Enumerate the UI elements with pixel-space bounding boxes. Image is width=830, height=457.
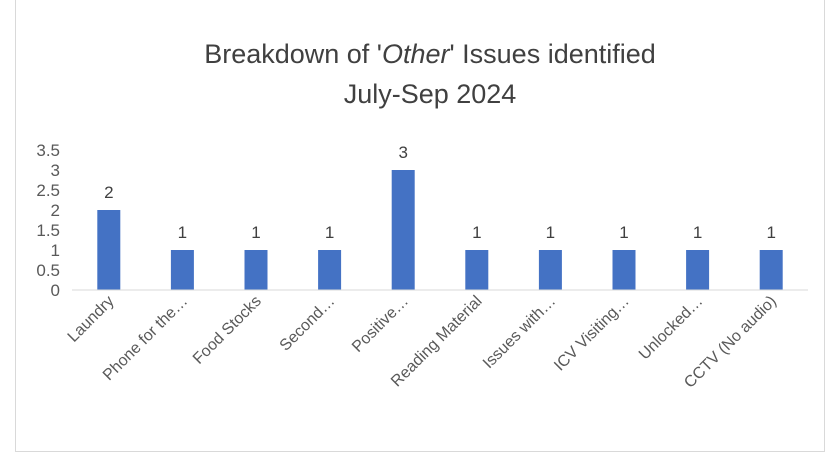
x-category-label: Second… [277, 293, 339, 355]
data-label: 1 [251, 223, 260, 242]
data-label: 1 [619, 223, 628, 242]
data-label: 1 [766, 223, 775, 242]
data-label: 3 [398, 143, 407, 162]
y-tick-label: 1 [51, 241, 60, 260]
chart-title-line1: Breakdown of 'Other' Issues identified [204, 39, 656, 69]
bar [759, 250, 783, 290]
x-category-label: Food Stocks [190, 293, 265, 368]
data-label: 1 [693, 223, 702, 242]
y-tick-label: 0.5 [36, 261, 60, 280]
data-label: 1 [325, 223, 334, 242]
y-tick-label: 3 [51, 161, 60, 180]
y-tick-label: 2 [51, 201, 60, 220]
bar [318, 250, 342, 290]
x-category-label: Positive… [349, 293, 412, 356]
x-category-label: Unlocked… [636, 293, 707, 364]
y-tick-label: 3.5 [36, 141, 60, 160]
data-label: 1 [472, 223, 481, 242]
bar [538, 250, 562, 290]
data-label: 1 [178, 223, 187, 242]
bar [391, 170, 415, 290]
bars-group [97, 170, 783, 290]
data-label: 1 [546, 223, 555, 242]
bar [244, 250, 268, 290]
x-category-label: ICV Visiting… [551, 293, 633, 375]
y-tick-label: 0 [51, 281, 60, 300]
x-category-label: Laundry [65, 293, 118, 346]
bar [686, 250, 710, 290]
y-axis: 00.511.522.533.5 [36, 141, 60, 300]
bar [97, 210, 121, 290]
y-tick-label: 1.5 [36, 221, 60, 240]
x-category-label: Issues with… [480, 293, 559, 372]
data-labels-group: 2 1 1 1 3 1 1 1 1 1 [104, 143, 776, 242]
bar [612, 250, 636, 290]
bar [170, 250, 194, 290]
bar [465, 250, 489, 290]
data-label: 2 [104, 183, 113, 202]
chart-title-line2: July-Sep 2024 [344, 79, 517, 109]
chart-frame [15, 0, 825, 452]
y-tick-label: 2.5 [36, 181, 60, 200]
